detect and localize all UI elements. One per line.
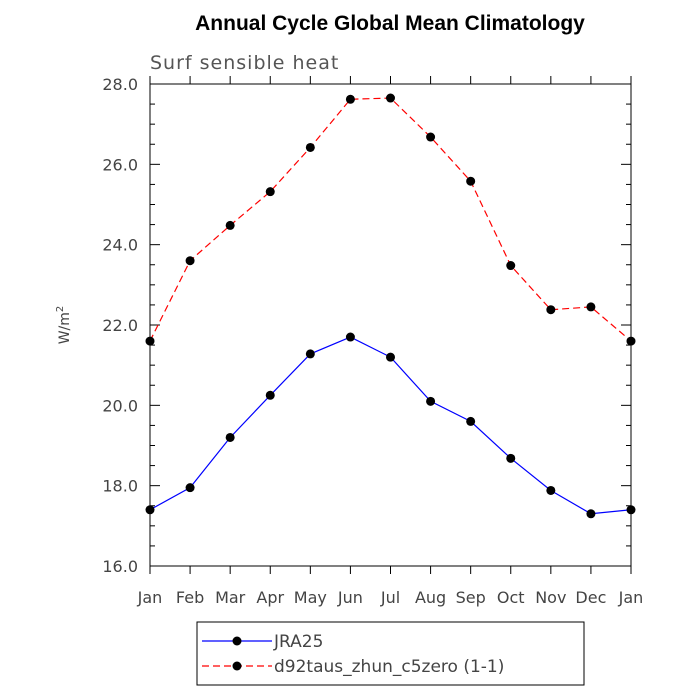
plot-frame bbox=[149, 83, 632, 567]
data-point bbox=[426, 132, 436, 142]
legend-label: JRA25 bbox=[273, 632, 323, 652]
series-1 bbox=[145, 332, 636, 519]
y-tick-label: 18.0 bbox=[102, 477, 138, 496]
data-point bbox=[466, 416, 476, 426]
data-point bbox=[145, 336, 155, 346]
x-tick-label: Mar bbox=[215, 588, 246, 607]
data-point bbox=[185, 256, 195, 266]
axis-ticks bbox=[149, 76, 632, 574]
data-point bbox=[305, 142, 315, 152]
chart-title: Annual Cycle Global Mean Climatology bbox=[195, 12, 585, 35]
data-point bbox=[345, 94, 355, 104]
y-tick-label: 16.0 bbox=[102, 557, 138, 576]
x-tick-labels: Jan Feb Mar Apr May Jun Jul Aug Sep Oct Nov Dec Jan bbox=[137, 588, 644, 607]
x-tick-label: Apr bbox=[256, 588, 284, 607]
y-axis-label-text: W/m bbox=[57, 312, 73, 344]
data-point bbox=[466, 176, 476, 186]
x-tick-label: Sep bbox=[456, 588, 486, 607]
chart-subtitle: Surf sensible heat bbox=[150, 52, 339, 74]
x-tick-label: Jun bbox=[337, 588, 363, 607]
series-2 bbox=[145, 93, 636, 346]
data-point bbox=[626, 336, 636, 346]
legend-entry: d92taus_zhun_c5zero (1-1) bbox=[202, 657, 504, 677]
data-point bbox=[225, 432, 235, 442]
y-axis-label: W/m2 bbox=[55, 306, 73, 345]
legend-entry: JRA25 bbox=[202, 632, 323, 652]
y-tick-label: 24.0 bbox=[102, 236, 138, 255]
y-tick-label: 22.0 bbox=[102, 316, 138, 335]
x-tick-label: Nov bbox=[535, 588, 566, 607]
data-point bbox=[626, 505, 636, 515]
data-point bbox=[586, 302, 596, 312]
data-point bbox=[386, 352, 395, 362]
data-point bbox=[586, 509, 596, 519]
legend-marker bbox=[232, 636, 242, 646]
data-point bbox=[506, 261, 516, 271]
y-tick-labels: 16.0 18.0 20.0 22.0 24.0 26.0 28.0 bbox=[102, 75, 138, 576]
data-point bbox=[265, 187, 275, 197]
series-line bbox=[149, 336, 632, 515]
data-point bbox=[386, 93, 395, 103]
data-point bbox=[345, 332, 355, 342]
series-line bbox=[149, 97, 632, 342]
data-point bbox=[185, 483, 195, 493]
series-layer bbox=[145, 93, 636, 519]
x-tick-label: Jan bbox=[137, 588, 163, 607]
legend-label: d92taus_zhun_c5zero (1-1) bbox=[274, 657, 504, 677]
legend-marker bbox=[232, 661, 242, 671]
data-point bbox=[145, 505, 155, 515]
data-point bbox=[265, 390, 275, 400]
data-point bbox=[506, 453, 516, 463]
y-tick-label: 28.0 bbox=[102, 75, 138, 94]
x-tick-label: Jul bbox=[380, 588, 400, 607]
x-tick-label: Aug bbox=[415, 588, 446, 607]
y-tick-label: 26.0 bbox=[102, 155, 138, 174]
data-point bbox=[225, 220, 235, 230]
data-point bbox=[546, 485, 556, 495]
legend-items: JRA25 d92taus_zhun_c5zero (1-1) bbox=[202, 632, 504, 677]
y-axis-label-superscript: 2 bbox=[55, 306, 66, 312]
legend bbox=[196, 621, 585, 686]
x-tick-label: May bbox=[294, 588, 327, 607]
x-tick-label: Oct bbox=[497, 588, 525, 607]
x-tick-label: Jan bbox=[618, 588, 644, 607]
y-tick-label: 20.0 bbox=[102, 396, 138, 415]
data-point bbox=[426, 396, 436, 406]
data-point bbox=[305, 349, 315, 359]
x-tick-label: Dec bbox=[575, 588, 606, 607]
data-point bbox=[546, 305, 556, 315]
x-tick-label: Feb bbox=[176, 588, 204, 607]
